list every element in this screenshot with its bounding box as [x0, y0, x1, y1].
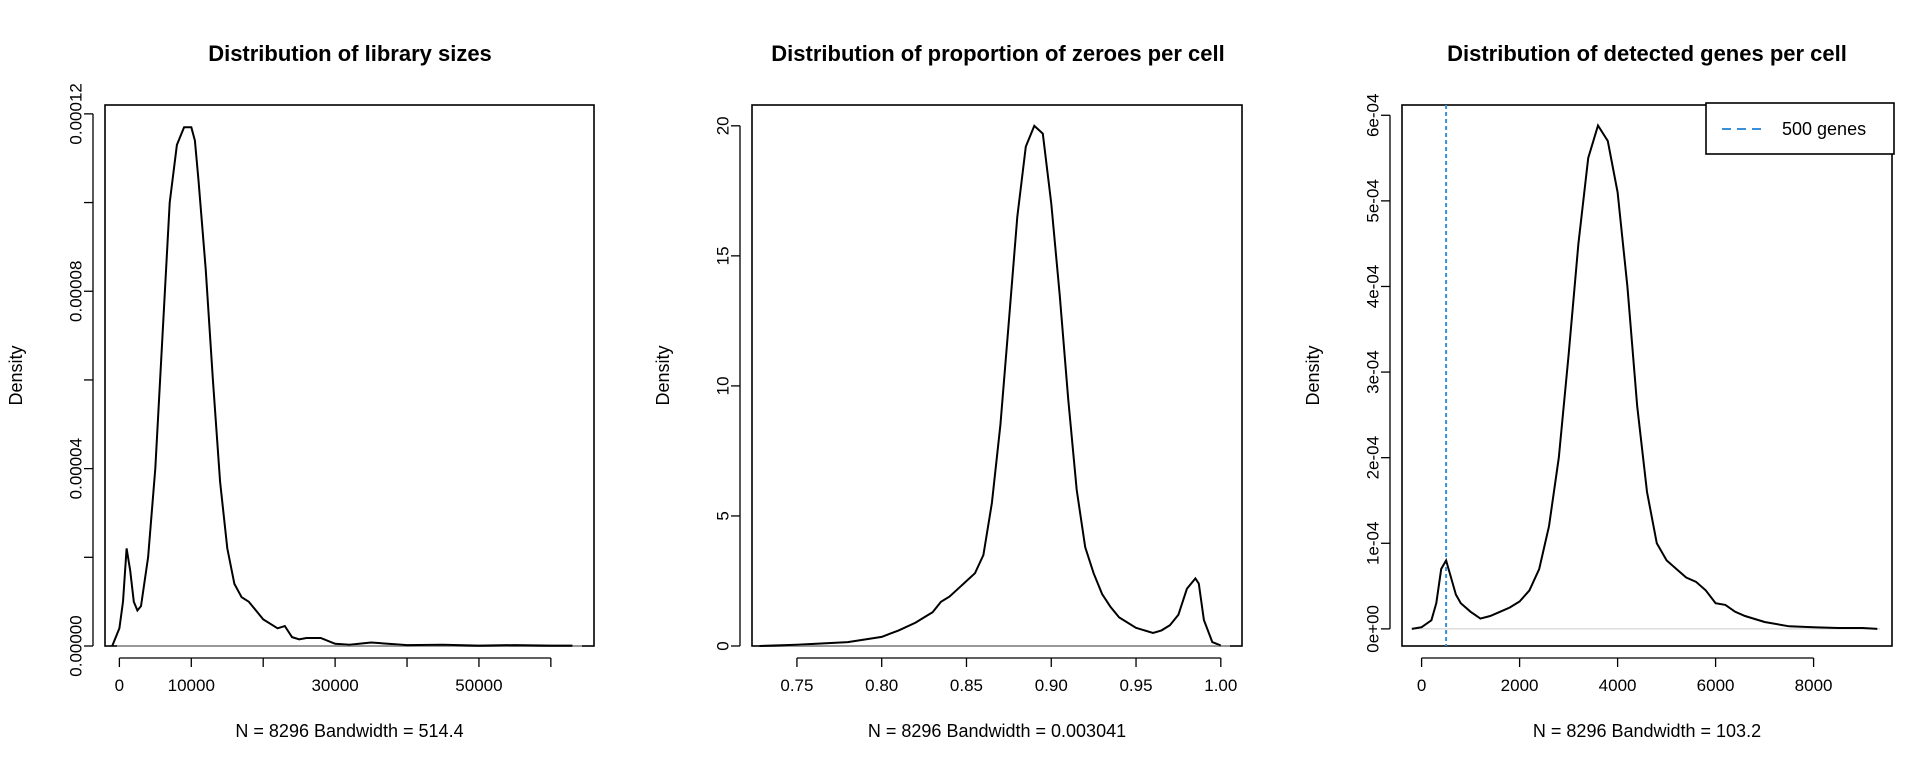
x-tick-label: 0	[1417, 676, 1426, 695]
x-axis-label: N = 8296 Bandwidth = 0.003041	[868, 721, 1126, 741]
x-tick-label: 0.85	[950, 676, 983, 695]
plot-frame	[751, 104, 1243, 647]
plot-frame	[1401, 104, 1893, 647]
y-axis-label: Density	[653, 345, 673, 405]
x-tick-label: 6000	[1697, 676, 1735, 695]
y-tick-label: 5	[714, 511, 733, 520]
y-tick-label: 0	[714, 641, 733, 650]
x-tick-label: 0.90	[1035, 676, 1068, 695]
x-axis-label: N = 8296 Bandwidth = 514.4	[235, 721, 463, 741]
panel-2: Distribution of proportion of zeroes per…	[653, 41, 1243, 741]
y-tick-label: 0e+00	[1364, 605, 1383, 653]
x-tick-label: 10000	[168, 676, 215, 695]
x-tick-label: 0.75	[780, 676, 813, 695]
y-tick-label: 4e-04	[1364, 265, 1383, 308]
x-tick-label: 1.00	[1204, 676, 1237, 695]
y-tick-label: 2e-04	[1364, 436, 1383, 479]
y-tick-label: 0.00008	[67, 261, 86, 322]
y-tick-label: 5e-04	[1364, 179, 1383, 222]
panel-3: Distribution of detected genes per cell 0…	[1303, 41, 1895, 741]
plot-frame	[104, 104, 595, 647]
x-tick-label: 30000	[311, 676, 358, 695]
density-curve	[111, 126, 573, 647]
chart-title: Distribution of library sizes	[208, 41, 492, 66]
y-tick-label: 20	[714, 116, 733, 135]
y-tick-label: 10	[714, 376, 733, 395]
chart-title: Distribution of detected genes per cell	[1447, 41, 1847, 66]
legend-label: 500 genes	[1782, 119, 1866, 139]
y-tick-label: 0.00000	[67, 615, 86, 676]
y-tick-label: 0.00012	[67, 83, 86, 144]
chart-title: Distribution of proportion of zeroes per…	[771, 41, 1224, 66]
x-tick-label: 0.95	[1119, 676, 1152, 695]
density-curve	[1411, 123, 1878, 630]
y-tick-label: 6e-04	[1364, 94, 1383, 137]
y-tick-label: 1e-04	[1364, 522, 1383, 565]
x-tick-label: 0.80	[865, 676, 898, 695]
x-tick-label: 50000	[455, 676, 502, 695]
y-axis-label: Density	[6, 345, 26, 405]
x-axis-label: N = 8296 Bandwidth = 103.2	[1533, 721, 1761, 741]
x-tick-label: 4000	[1599, 676, 1637, 695]
density-curve	[759, 124, 1222, 647]
panel-1: Distribution of library sizes 0 10000 30000…	[6, 41, 595, 741]
y-axis-label: Density	[1303, 345, 1323, 405]
y-tick-label: 15	[714, 246, 733, 265]
y-tick-label: 3e-04	[1364, 350, 1383, 393]
x-tick-label: 0	[115, 676, 124, 695]
x-tick-label: 8000	[1795, 676, 1833, 695]
legend: 500 genes	[1705, 102, 1895, 155]
y-tick-label: 0.00004	[67, 438, 86, 499]
x-tick-label: 2000	[1501, 676, 1539, 695]
